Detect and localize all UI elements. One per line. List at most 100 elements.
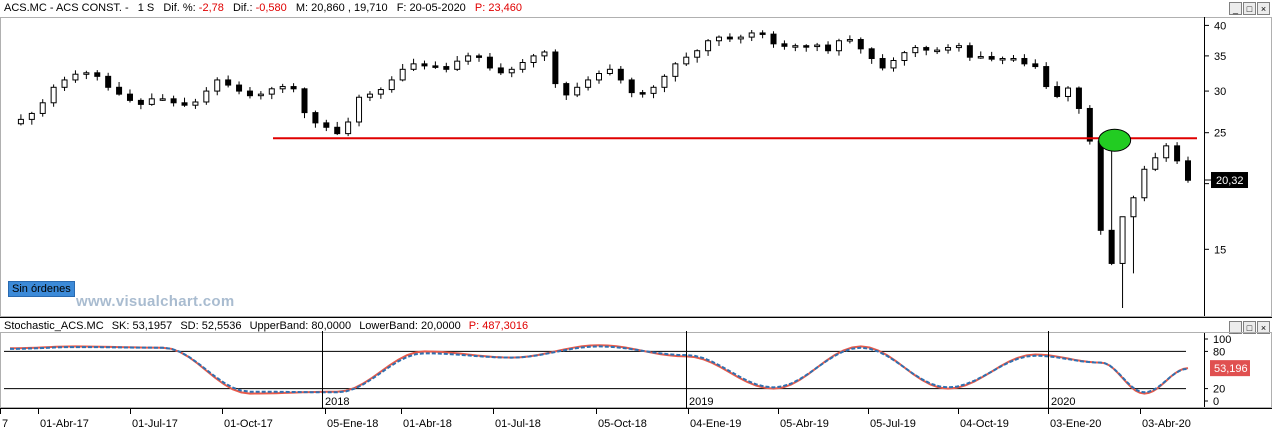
candle-body	[1108, 229, 1115, 264]
candle	[835, 38, 842, 56]
orders-button[interactable]: Sin órdenes	[8, 281, 75, 297]
candle-body	[596, 73, 602, 81]
candle-body	[814, 44, 821, 48]
candle-body	[639, 92, 646, 95]
candle	[868, 47, 875, 64]
candle	[476, 53, 483, 62]
candle-body	[781, 43, 788, 47]
time-tick-label: 01-Abr-17	[40, 418, 89, 430]
candle	[214, 77, 221, 96]
indicator-maximize-button[interactable]: □	[1243, 321, 1256, 334]
candle-body	[1097, 140, 1104, 231]
candle	[116, 82, 123, 96]
candle-body	[1174, 145, 1181, 162]
date-label: F:	[396, 2, 407, 14]
time-tick-label: 04-Oct-19	[960, 418, 1009, 430]
candle-body	[606, 68, 613, 75]
candle	[825, 41, 832, 54]
max-value: 20,860	[311, 2, 345, 14]
candle	[955, 42, 962, 52]
candle	[1075, 86, 1082, 114]
time-tick-label: 05-Oct-18	[598, 418, 647, 430]
indicator-name: Stochastic_ACS.MC	[4, 320, 104, 332]
stoch-badge: 53,196	[1210, 360, 1250, 377]
candle-body	[715, 36, 722, 42]
candle-body	[214, 79, 221, 92]
candle	[1152, 152, 1159, 172]
candle-body	[497, 67, 504, 74]
overlay: 20,32	[273, 128, 1248, 189]
candle	[1174, 142, 1181, 164]
price-tick-label: 35	[1214, 51, 1226, 63]
candle-body	[857, 39, 864, 50]
stoch-line-sd	[10, 345, 1189, 394]
candle	[1021, 54, 1028, 67]
candle	[377, 87, 384, 99]
candle-body	[39, 102, 46, 114]
candle	[901, 50, 908, 66]
candle	[988, 51, 995, 62]
price-tick-label: 40	[1214, 20, 1226, 32]
candle	[1108, 134, 1115, 266]
sd-value: 52,5536	[201, 320, 242, 332]
candle-body	[1163, 145, 1170, 159]
price-tick-label: 25	[1214, 128, 1226, 140]
candle	[977, 51, 984, 59]
candle	[585, 76, 592, 91]
candle	[617, 66, 624, 84]
candle-body	[672, 63, 679, 77]
candle-body	[476, 55, 483, 58]
candle	[912, 45, 919, 58]
candle	[432, 61, 439, 69]
candle	[879, 54, 886, 71]
candle	[923, 45, 930, 56]
candle	[486, 53, 493, 71]
indicator-minimize-button[interactable]: _	[1229, 321, 1242, 334]
candle-body	[356, 96, 363, 123]
candle-body	[323, 122, 330, 128]
candle	[61, 76, 68, 91]
candle-body	[192, 101, 199, 106]
candle-body	[116, 86, 123, 95]
candle-body	[28, 112, 35, 120]
candle-body	[1130, 197, 1137, 218]
close-button[interactable]: ×	[1257, 2, 1270, 15]
candle-body	[421, 63, 428, 67]
candle	[137, 98, 144, 110]
candles	[17, 30, 1191, 308]
candle-body	[1152, 157, 1159, 170]
sk-label: SK:	[111, 320, 130, 332]
time-tick-label: 7	[2, 418, 8, 430]
candle	[1141, 165, 1148, 202]
candle	[17, 114, 24, 126]
minimize-button[interactable]: _	[1229, 2, 1242, 15]
candle-body	[705, 40, 712, 52]
candle-body	[759, 32, 766, 35]
candle-body	[1065, 87, 1072, 97]
candle	[803, 44, 810, 52]
candle	[596, 70, 602, 84]
candle	[257, 91, 264, 100]
candle	[192, 98, 199, 109]
candle-body	[377, 89, 384, 95]
maximize-button[interactable]: □	[1243, 2, 1256, 15]
stoch-tick-label: 20	[1213, 384, 1225, 396]
stoch-tick-label: 100	[1213, 334, 1231, 346]
price-tick-label: 15	[1214, 244, 1226, 256]
breakout-marker	[1098, 128, 1132, 152]
candle-body	[170, 98, 177, 104]
candle-body	[1043, 66, 1050, 88]
candle	[1097, 138, 1104, 235]
candle	[246, 87, 253, 99]
candle-body	[508, 68, 515, 74]
candle-body	[1021, 58, 1028, 65]
indicator-window-buttons: _ □ ×	[1229, 321, 1270, 334]
stoch-panel-border	[0, 332, 1272, 408]
candle	[737, 34, 744, 44]
indicator-close-button[interactable]: ×	[1257, 321, 1270, 334]
candle	[203, 87, 210, 105]
candle	[28, 111, 35, 125]
last-price-badge-bg	[1211, 172, 1248, 189]
